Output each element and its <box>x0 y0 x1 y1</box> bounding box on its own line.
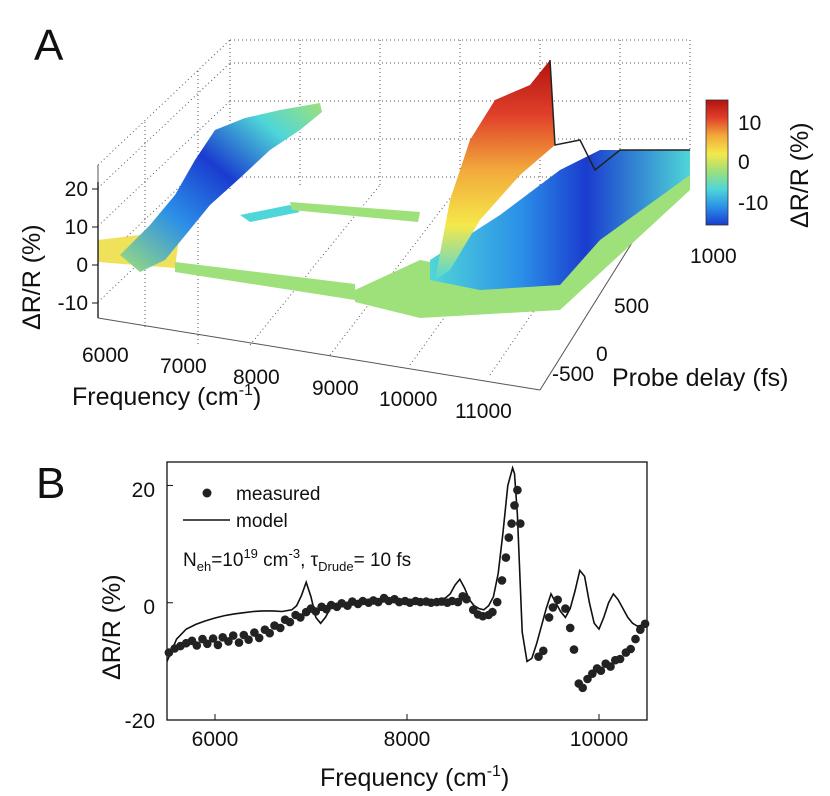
measured-point <box>516 519 525 528</box>
measured-point <box>228 631 238 640</box>
panel-a-colorbar: 10 0 -10 ΔR/R (%) <box>705 99 814 228</box>
panel-b-x-axis-label: Frequency (cm-1) <box>320 763 509 792</box>
measured-point <box>578 683 587 693</box>
panel-a-z-tick: 10 <box>65 216 88 239</box>
measured-point <box>553 595 562 605</box>
measured-point <box>501 553 511 562</box>
panel-b-axis-ticks <box>167 484 600 721</box>
measured-point <box>254 633 264 643</box>
panel-a-letter: A <box>34 21 64 70</box>
panel-a-x-axis: 6000 7000 8000 9000 10000 11000 Frequenc… <box>72 344 512 423</box>
measured-point <box>213 640 223 650</box>
panel-b-scatter-plot: B 20 0 -20 6000 8000 10000 ΔR/R (%) Freq… <box>36 459 650 792</box>
measured-point <box>504 533 514 542</box>
panel-a-y-tick: 1000 <box>690 245 737 268</box>
measured-point <box>203 639 212 649</box>
surface-mid-strip-upper-green <box>290 202 420 222</box>
surface-mid-strip-lower <box>175 262 355 300</box>
panel-a-y-axis: -500 0 500 1000 Probe delay (fs) <box>552 245 788 392</box>
panel-a-x-tick: 7000 <box>160 355 207 378</box>
panel-b-annotation: Neh=1019 cm-3, τDrude= 10 fs <box>183 546 411 574</box>
measured-point <box>497 576 507 585</box>
measured-point <box>311 607 321 616</box>
measured-point <box>640 619 650 629</box>
panel-b-y-tick: 0 <box>143 596 155 619</box>
panel-a-z-tick: 0 <box>76 254 88 277</box>
measured-point <box>561 604 570 613</box>
measured-point <box>507 519 516 528</box>
measured-point <box>192 641 202 650</box>
measured-point <box>606 662 615 671</box>
panel-a-z-axis-label: ΔR/R (%) <box>18 224 46 330</box>
colorbar-gradient <box>705 99 729 226</box>
panel-a-y-axis-label: Probe delay (fs) <box>612 364 788 392</box>
panel-b-y-tick: -20 <box>125 710 155 733</box>
measured-point <box>244 635 253 644</box>
measured-point <box>569 645 579 654</box>
measured-point <box>492 597 502 607</box>
panel-b-x-tick: 8000 <box>384 728 431 751</box>
panel-a-x-tick: 9000 <box>312 377 359 400</box>
panel-a-surface <box>98 59 690 318</box>
panel-a-z-tick: -10 <box>58 292 88 315</box>
measured-point <box>544 613 554 622</box>
measured-point <box>534 652 543 661</box>
measured-point <box>462 594 471 604</box>
colorbar-tick: 10 <box>738 112 761 135</box>
legend-model-label: model <box>236 511 288 532</box>
measured-point <box>596 666 606 675</box>
panel-a-x-tick: 10000 <box>379 388 437 411</box>
panel-a-x-tick: 8000 <box>233 366 280 389</box>
panel-a-x-tick: 6000 <box>82 344 129 367</box>
panel-b-legend: measured model <box>183 484 321 532</box>
panel-a-y-tick: -500 <box>552 363 594 386</box>
measured-point <box>208 634 218 643</box>
panel-a-y-tick: 0 <box>596 343 608 366</box>
colorbar-label: ΔR/R (%) <box>786 122 814 228</box>
measured-point <box>285 617 295 627</box>
measured-point <box>296 613 305 622</box>
panel-b-x-tick: 10000 <box>570 728 628 751</box>
panel-b-y-axis-label: ΔR/R (%) <box>98 574 126 680</box>
measured-point <box>539 646 548 656</box>
panel-a-y-tick: 500 <box>614 295 649 318</box>
measured-point <box>631 634 640 644</box>
surface-right-blue-ridge <box>430 150 690 290</box>
panel-b-measured-points <box>164 485 650 693</box>
panel-a-3d-surface-plot: A <box>18 21 814 423</box>
panel-b-x-tick: 6000 <box>192 728 239 751</box>
panel-b-y-tick: 20 <box>132 479 155 502</box>
surface-right-red-peak <box>435 60 555 280</box>
panel-a-x-axis-label: Frequency (cm-1) <box>72 382 261 411</box>
legend-measured-label: measured <box>236 484 321 505</box>
measured-point <box>234 638 244 647</box>
measured-point <box>626 644 635 654</box>
measured-point <box>565 623 575 633</box>
colorbar-tick: 0 <box>738 151 750 174</box>
measured-point <box>276 623 285 633</box>
surface-mid-strip-upper <box>240 205 300 222</box>
panel-a-z-tick: 20 <box>65 178 88 201</box>
measured-point <box>488 607 497 617</box>
measured-point <box>510 501 519 510</box>
measured-point <box>636 625 645 634</box>
measured-point <box>548 603 558 612</box>
surface-right-ridge-outline <box>549 59 690 172</box>
measured-point <box>513 485 522 495</box>
measured-point <box>265 628 275 638</box>
legend-measured-marker <box>202 488 212 498</box>
measured-point <box>615 654 625 664</box>
panel-b-letter: B <box>36 459 65 508</box>
measured-point <box>224 637 233 646</box>
panel-a-x-tick: 11000 <box>455 400 512 423</box>
surface-left-blue-ridge <box>120 103 322 272</box>
panel-a-z-axis: 20 10 0 -10 ΔR/R (%) <box>18 178 99 330</box>
measured-point <box>453 597 463 607</box>
colorbar-tick: -10 <box>738 192 768 215</box>
